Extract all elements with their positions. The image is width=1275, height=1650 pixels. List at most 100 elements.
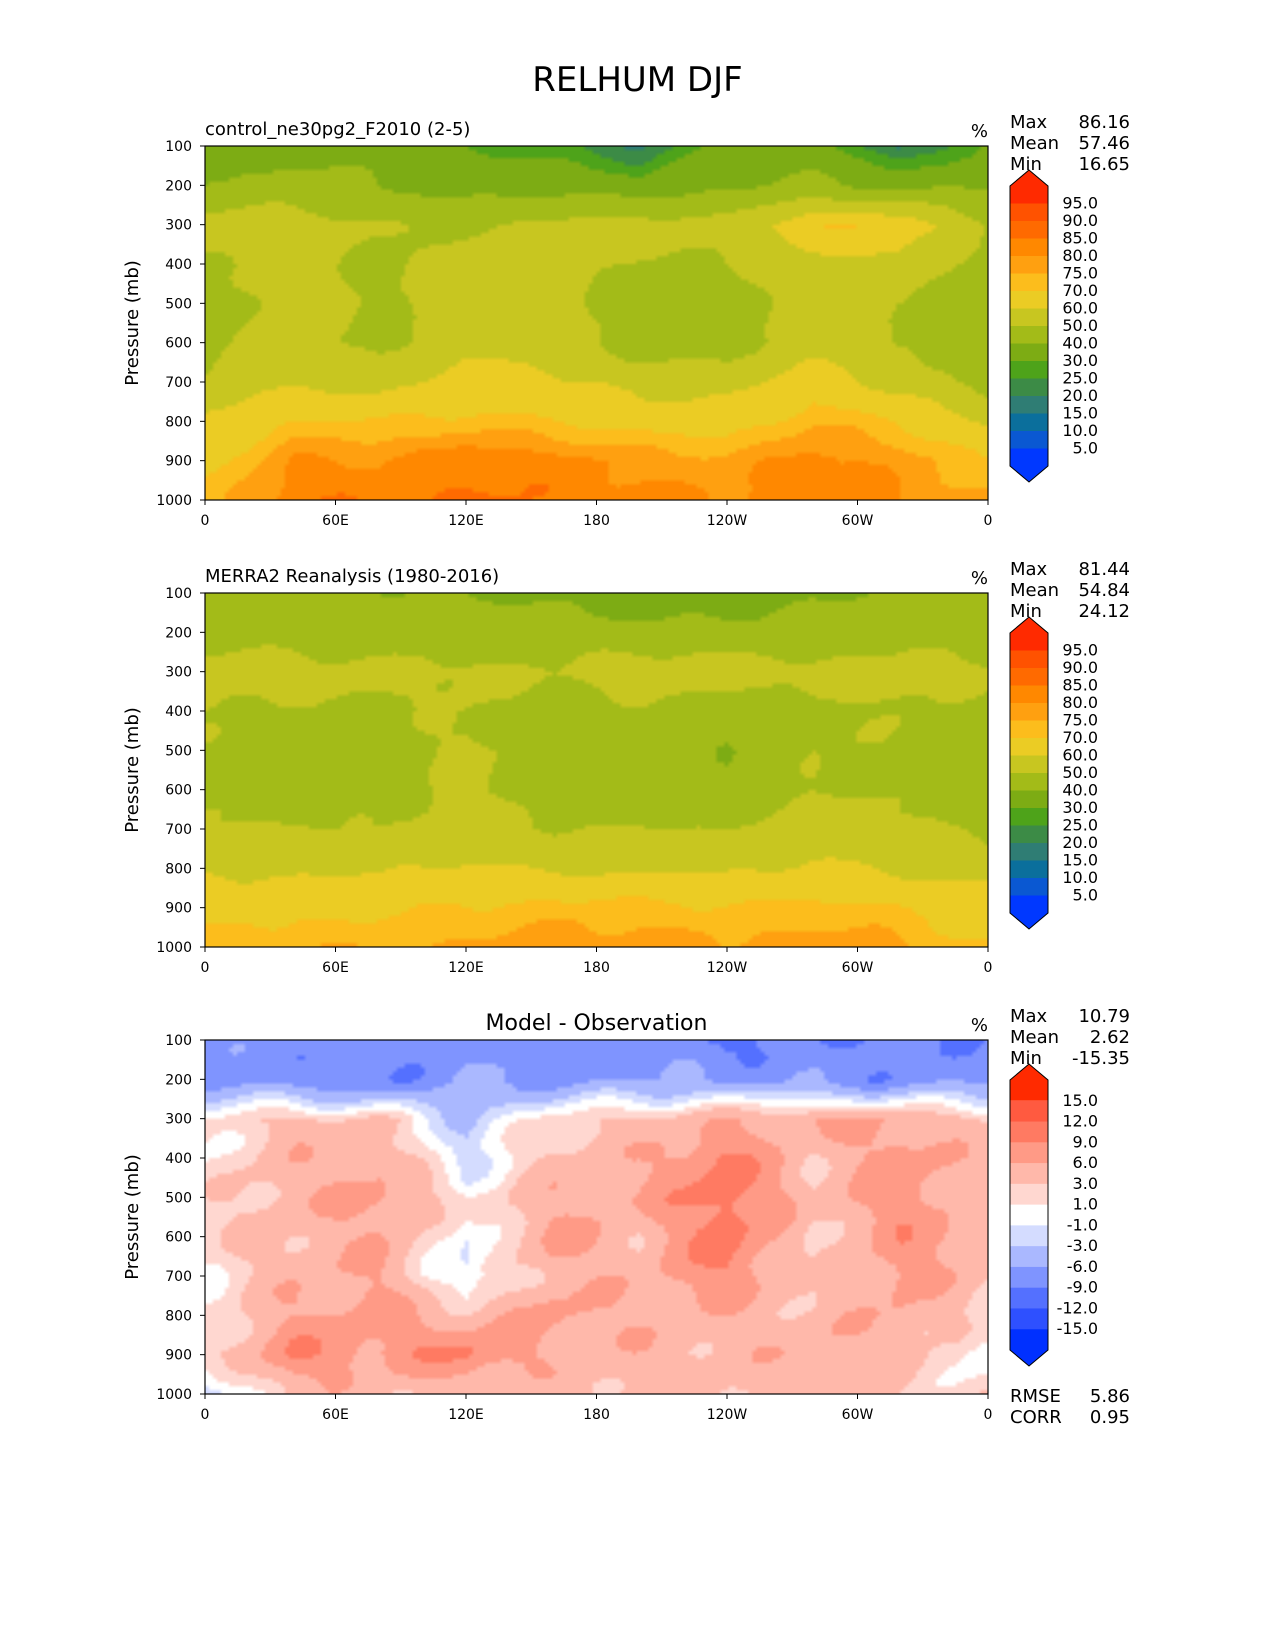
colorbar-segment — [1010, 291, 1048, 309]
colorbar-segment — [1010, 650, 1048, 669]
x-tick-label: 60W — [842, 1407, 874, 1423]
x-tick-label: 60E — [322, 960, 349, 976]
colorbar-segment — [1010, 773, 1048, 791]
x-tick-label: 0 — [984, 513, 993, 529]
colorbar-segment — [1010, 170, 1048, 204]
colorbar-tick-label: 90.0 — [1062, 211, 1098, 230]
colorbar-tick-label: -12.0 — [1057, 1298, 1098, 1317]
colorbar-segment — [1010, 413, 1048, 432]
y-tick-label: 800 — [165, 861, 192, 877]
stat-label: Max — [1010, 559, 1048, 580]
stat-value: 5.86 — [1090, 1386, 1130, 1407]
colorbar-tick-label: 25.0 — [1062, 369, 1098, 388]
stat-value: 10.79 — [1078, 1006, 1130, 1027]
colorbar-segment — [1010, 1287, 1048, 1309]
colorbar-tick-label: 15.0 — [1062, 1091, 1098, 1110]
colorbar-segment — [1010, 668, 1048, 686]
x-tick-label: 0 — [984, 1407, 993, 1423]
x-tick-label: 60W — [842, 960, 874, 976]
panel-reanalysis: MERRA2 Reanalysis (1980-2016) % 100 200 300 4… — [122, 559, 1130, 976]
y-tick-label: 600 — [165, 1230, 192, 1246]
colorbar-tick-label: 20.0 — [1062, 833, 1098, 852]
units-label: % — [971, 568, 988, 589]
colorbar-segment — [1010, 203, 1048, 222]
stat-value: 16.65 — [1078, 154, 1130, 175]
stat-value: 86.16 — [1078, 112, 1130, 133]
colorbar-segment — [1010, 221, 1048, 239]
colorbar-segment — [1010, 396, 1048, 414]
colorbar-tick-label: 60.0 — [1062, 299, 1098, 318]
y-tick-label: 200 — [165, 178, 192, 194]
panel-difference: Model - Observation % 100 200 300 400 500 600 70… — [122, 1006, 1130, 1428]
colorbar-tick-label: -3.0 — [1067, 1236, 1098, 1255]
y-tick-label: 700 — [165, 375, 192, 391]
colorbar-tick-label: 75.0 — [1062, 711, 1098, 730]
colorbar-tick-label: 80.0 — [1062, 246, 1098, 265]
stat-label: Min — [1010, 1048, 1042, 1069]
stat-value: -15.35 — [1072, 1048, 1130, 1069]
colorbar-tick-label: 95.0 — [1062, 194, 1098, 213]
stat-label: Mean — [1010, 580, 1059, 601]
colorbar-segment — [1010, 256, 1048, 274]
colorbar-tick-label: 5.0 — [1073, 886, 1098, 905]
x-tick-label: 60E — [322, 1407, 349, 1423]
colorbar-outline — [1009, 616, 1049, 930]
panel-control: control_ne30pg2_F2010 (2-5) % 100 200 300 400… — [122, 112, 1130, 529]
colorbar-segment — [1010, 431, 1048, 449]
colorbar-tick-label: -6.0 — [1067, 1257, 1098, 1276]
y-tick-label: 400 — [165, 1151, 192, 1167]
colorbar-segment — [1010, 1183, 1048, 1206]
y-axis-label: Pressure (mb) — [122, 260, 143, 386]
y-tick-label: 900 — [165, 1348, 192, 1364]
y-tick-label: 900 — [165, 901, 192, 917]
colorbar-tick-label: 50.0 — [1062, 763, 1098, 782]
colorbar-segment — [1010, 1142, 1048, 1164]
colorbar-tick-label: 1.0 — [1073, 1195, 1098, 1214]
stat-label: Mean — [1010, 1027, 1059, 1048]
y-tick-label: 600 — [165, 336, 192, 352]
x-tick-label: 180 — [583, 960, 610, 976]
y-axis-label: Pressure (mb) — [122, 1154, 143, 1280]
colorbar-tick-label: 3.0 — [1073, 1174, 1098, 1193]
colorbar-segment — [1010, 720, 1048, 739]
colorbar-tick-label: 85.0 — [1062, 229, 1098, 248]
y-tick-label: 200 — [165, 625, 192, 641]
colorbar-segment — [1010, 1225, 1048, 1247]
y-tick-label: 1000 — [156, 1387, 192, 1403]
x-tick-label: 120W — [707, 960, 748, 976]
colorbar-tick-label: 5.0 — [1073, 439, 1098, 458]
y-tick-label: 300 — [165, 218, 192, 234]
colorbar-tick-label: 20.0 — [1062, 386, 1098, 405]
colorbar-segment — [1010, 1204, 1048, 1226]
colorbar-outline — [1009, 1063, 1049, 1367]
y-tick-label: 800 — [165, 1308, 192, 1324]
colorbar-segment — [1010, 703, 1048, 721]
x-tick-label: 60E — [322, 513, 349, 529]
stat-label: Min — [1010, 154, 1042, 175]
field-contour-image — [205, 593, 988, 947]
y-tick-label: 500 — [165, 1190, 192, 1206]
stat-label: CORR — [1010, 1407, 1062, 1428]
colorbar-segment — [1010, 1100, 1048, 1123]
colorbar-tick-label: 90.0 — [1062, 658, 1098, 677]
colorbar-segment — [1010, 1064, 1048, 1101]
y-tick-label: 300 — [165, 1112, 192, 1128]
colorbar-segment — [1010, 361, 1048, 379]
x-tick-label: 0 — [201, 513, 210, 529]
colorbar-segment — [1010, 343, 1048, 362]
stat-value: 57.46 — [1078, 133, 1130, 154]
y-tick-label: 400 — [165, 257, 192, 273]
y-tick-label: 1000 — [156, 493, 192, 509]
colorbar-segment — [1010, 860, 1048, 879]
x-tick-label: 180 — [583, 1407, 610, 1423]
colorbar-tick-label: 50.0 — [1062, 316, 1098, 335]
colorbar-tick-label: 12.0 — [1062, 1112, 1098, 1131]
stat-label: Max — [1010, 1006, 1048, 1027]
stat-label: Min — [1010, 601, 1042, 622]
x-tick-label: 120E — [448, 960, 484, 976]
field-contour-image — [205, 146, 988, 500]
panel-title: MERRA2 Reanalysis (1980-2016) — [205, 566, 499, 587]
x-tick-label: 0 — [201, 960, 210, 976]
colorbar-segment — [1010, 1163, 1048, 1185]
colorbar-segment — [1010, 808, 1048, 826]
